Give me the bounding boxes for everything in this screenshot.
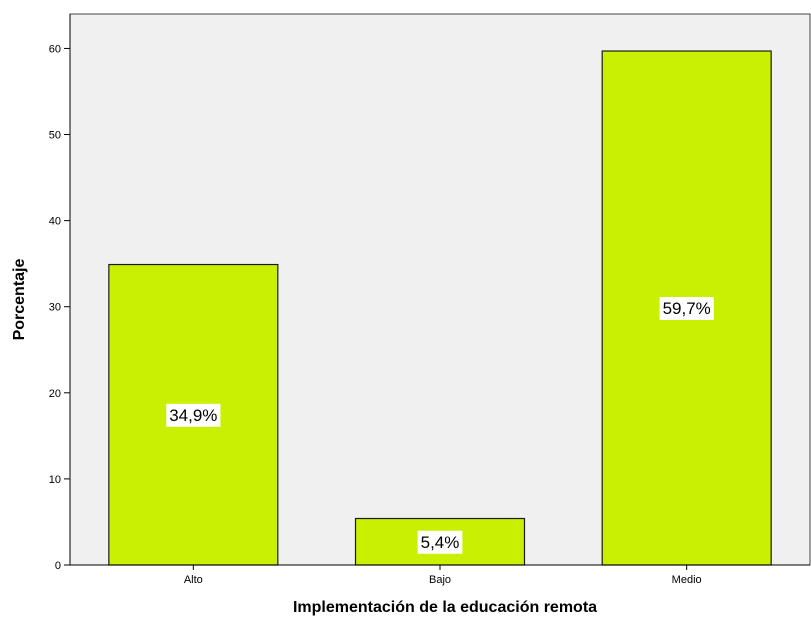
y-tick-label: 10 [49, 474, 61, 486]
y-tick-label: 0 [55, 560, 61, 572]
data-label-background [659, 297, 714, 321]
data-label-background [166, 403, 221, 427]
x-tick-label: Bajo [429, 574, 451, 586]
y-tick-label: 60 [49, 43, 61, 55]
y-ticks: 0 10 20 30 40 50 60 [49, 43, 70, 572]
data-label-medio: 59,7% [659, 297, 714, 321]
data-label-text: 59,7% [663, 299, 711, 318]
data-label-background [417, 530, 463, 554]
x-axis-title: Implementación de la educación remota [293, 599, 597, 616]
x-tick-label: Medio [672, 574, 702, 586]
y-tick-label: 40 [49, 216, 61, 228]
x-tick-label: Alto [184, 574, 203, 586]
y-axis-title: Porcentaje [11, 258, 28, 340]
x-ticks: Alto Bajo Medio [184, 565, 702, 586]
data-label-alto: 34,9% [166, 403, 221, 427]
data-label-text: 5,4% [421, 533, 460, 552]
data-label-text: 34,9% [169, 406, 217, 425]
data-label-bajo: 5,4% [417, 530, 463, 554]
y-tick-label: 30 [49, 302, 61, 314]
y-tick-label: 20 [49, 388, 61, 400]
y-tick-label: 50 [49, 130, 61, 142]
data-labels: 34,9% 5,4% 59,7% [166, 297, 714, 554]
bars [108, 50, 772, 566]
